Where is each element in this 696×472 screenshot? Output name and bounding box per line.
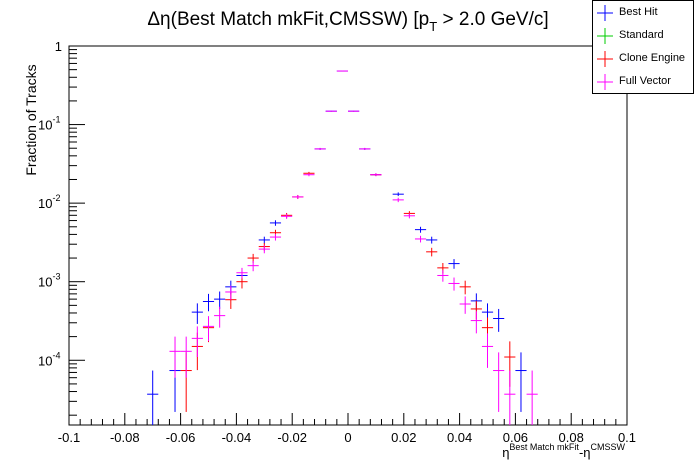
x-tick-label: -0.08 [110, 430, 140, 445]
y-axis-label: Fraction of Tracks [23, 64, 39, 175]
legend: Best Hit Standard Clone Engine Full Vect… [592, 0, 694, 94]
legend-label-clone-engine: Clone Engine [619, 52, 686, 64]
y-tick-label: 10-3 [38, 272, 60, 290]
data-point-full-vector [359, 147, 371, 150]
x-tick-label: 0.06 [503, 430, 528, 445]
data-point-full-vector [392, 197, 404, 203]
x-tick-label: 0.08 [559, 430, 584, 445]
data-point-full-vector [180, 336, 192, 378]
legend-entry-full-vector: Full Vector [593, 71, 693, 94]
data-point-full-vector [169, 336, 181, 378]
legend-entry-clone-engine: Clone Engine [593, 48, 693, 71]
data-point-best-hit [392, 192, 404, 197]
data-point-full-vector [325, 110, 337, 112]
x-tick-label: -0.06 [166, 430, 196, 445]
x-tick-label: 0.04 [447, 430, 472, 445]
legend-marker-standard [597, 28, 613, 44]
data-point-clone-engine [426, 247, 438, 257]
data-point-full-vector [281, 213, 293, 219]
legend-marker-best-hit [597, 5, 613, 21]
data-point-best-hit [426, 236, 438, 244]
x-tick-label: 0.1 [618, 430, 636, 445]
data-point-full-vector [258, 245, 270, 254]
data-point-best-hit [202, 293, 215, 312]
y-tick-label: 10-4 [38, 350, 60, 368]
data-point-full-vector [470, 311, 482, 334]
data-point-full-vector [269, 233, 282, 241]
data-point-full-vector [504, 370, 516, 425]
legend-label-full-vector: Full Vector [619, 75, 671, 87]
data-point-full-vector [303, 173, 315, 177]
x-tick-label: -0.1 [58, 430, 80, 445]
x-tick-label: -0.02 [277, 430, 307, 445]
data-point-full-vector [292, 194, 304, 199]
data-point-best-hit [191, 303, 203, 324]
chart-title: Δη(Best Match mkFit,CMSSW) [pT > 2.0 GeV… [147, 9, 548, 34]
data-point-best-hit [269, 220, 282, 226]
data-point-full-vector [414, 235, 427, 243]
data-point-best-hit [258, 236, 270, 244]
legend-marker-clone-engine [597, 51, 613, 67]
series-full-vector [169, 70, 538, 425]
y-tick-label: 10-2 [38, 193, 60, 211]
data-point-full-vector [448, 277, 460, 291]
data-point-full-vector [214, 306, 226, 328]
x-axis-label: ηBest Match mkFit-ηCMSSW [502, 442, 625, 460]
data-point-best-hit [493, 308, 505, 332]
data-point-best-hit [147, 370, 159, 425]
x-tick-label: 0 [344, 430, 351, 445]
legend-label-best-hit: Best Hit [619, 6, 658, 18]
data-point-full-vector [437, 270, 449, 282]
legend-entry-best-hit: Best Hit [593, 2, 693, 25]
series-layer [147, 70, 538, 425]
x-tick-label: 0.02 [391, 430, 416, 445]
data-point-full-vector [526, 370, 538, 425]
x-tick-label: -0.04 [222, 430, 252, 445]
y-tick-label: 10-1 [38, 115, 60, 133]
data-point-full-vector [314, 147, 326, 150]
data-point-full-vector [247, 260, 259, 272]
y-tick-label: 1 [55, 39, 62, 54]
data-point-full-vector [348, 110, 360, 112]
data-point-full-vector [236, 267, 248, 279]
data-point-best-hit [214, 291, 226, 309]
series-best-hit [147, 70, 527, 425]
axes: -0.1 -0.08 -0.06 -0.04 -0.02 0 0.02 0.04 0.06 0.0… [38, 39, 636, 445]
legend-entry-standard: Standard [593, 25, 693, 48]
legend-label-standard: Standard [619, 29, 664, 41]
data-point-full-vector [403, 213, 415, 219]
legend-marker-full-vector [597, 74, 613, 90]
data-point-full-vector [191, 326, 203, 358]
plot-frame [68, 45, 628, 426]
data-point-full-vector [202, 316, 215, 342]
data-point-full-vector [370, 173, 382, 177]
data-point-full-vector [225, 285, 237, 300]
data-point-full-vector [459, 296, 471, 314]
data-point-full-vector [481, 333, 494, 368]
data-point-best-hit [414, 226, 427, 233]
data-point-full-vector [493, 352, 505, 412]
data-point-full-vector [336, 70, 348, 72]
data-point-clone-engine [459, 280, 471, 295]
data-point-best-hit [448, 259, 460, 269]
data-point-best-hit [515, 352, 527, 412]
